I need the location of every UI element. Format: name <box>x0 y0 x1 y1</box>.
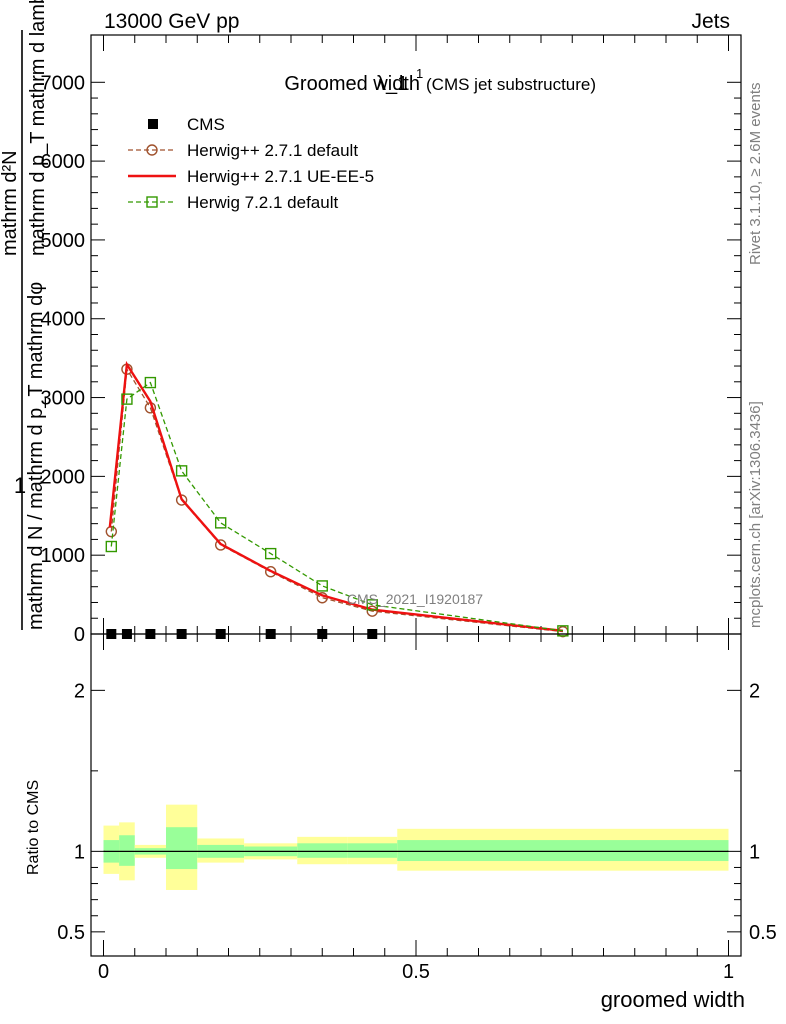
main-ytick-label-6: 6000 <box>41 151 86 173</box>
main-title: Groomed width <box>284 73 420 95</box>
ratio-ytick-label-left-1: 1 <box>74 841 85 863</box>
main-panel: 0 1000 2000 3000 4000 5000 6000 7000 CMS Herwig++… <box>41 34 742 646</box>
series-line-3 <box>110 381 563 632</box>
legend-marker-circle <box>146 144 158 156</box>
x-tick-label-0: 0 <box>98 961 109 983</box>
herwig7-marker-8 <box>557 625 569 637</box>
main-ytick-label-0: 0 <box>74 624 85 646</box>
herwig7-marker-6 <box>316 580 328 592</box>
ratio-band-inner-1 <box>119 835 135 866</box>
mcplots-label: mcplots.cern.ch [arXiv:1306.3436] <box>747 401 764 628</box>
herwig-default-marker-3 <box>175 494 188 506</box>
herwig7-marker-0 <box>105 540 118 553</box>
header-category: Jets <box>691 10 730 33</box>
ratio-frame <box>90 633 742 957</box>
main-ytick-label-2: 2000 <box>41 466 86 488</box>
herwig-default-marker-5 <box>264 566 277 578</box>
y-axis-label-denominator: mathrm d N / mathrm d p_T mathrm dφ <box>25 282 47 630</box>
herwig7-marker-5 <box>264 547 277 560</box>
ratio-ytick-label-left-2: 2 <box>74 680 85 702</box>
main-title-symbol: λ_1 <box>376 73 408 95</box>
main-ytick-label-7: 7000 <box>41 72 86 94</box>
legend-marker-cms <box>148 119 158 129</box>
x-tick-label-1: 0.5 <box>402 961 430 983</box>
ratio-ytick-label-right-2: 2 <box>749 680 760 702</box>
herwig-default-marker-4 <box>214 539 227 551</box>
ratio-band-inner-3 <box>166 827 198 870</box>
main-ytick-label-5: 5000 <box>41 230 86 252</box>
ratio-ytick-label-right-1: 1 <box>749 841 760 863</box>
main-title-sup: 1 <box>416 66 423 81</box>
herwig7-marker-4 <box>214 517 227 529</box>
main-subtitle: (CMS jet substructure) <box>426 75 596 94</box>
main-ytick-label-4: 4000 <box>41 309 86 331</box>
legend-marker-square <box>146 196 158 208</box>
series-line-1 <box>110 367 563 633</box>
y-axis-label-numerator-a: mathrm d²N <box>0 150 21 256</box>
y-axis-label-one: 1 <box>14 473 26 498</box>
ratio-panel: 0 0.5 1 0.5 0.5 1 1 2 2 <box>57 633 777 983</box>
analysis-watermark: CMS_2021_I1920187 <box>347 591 483 607</box>
legend-label-2: Herwig++ 2.7.1 UE-EE-5 <box>187 167 374 186</box>
herwig7-marker-3 <box>175 465 188 477</box>
ratio-band-inner-7 <box>347 843 398 858</box>
legend-label-0: CMS <box>187 115 225 134</box>
ratio-band-inner-6 <box>297 843 348 858</box>
main-ytick-label-3: 3000 <box>41 388 86 410</box>
legend-label-3: Herwig 7.2.1 default <box>187 193 338 212</box>
ratio-ytick-label-left-0: 0.5 <box>57 922 85 944</box>
header-process: 13000 GeV pp <box>104 10 239 33</box>
herwig7-marker-2 <box>144 376 157 389</box>
ratio-y-axis-label: Ratio to CMS <box>25 780 42 875</box>
rivet-version-label: Rivet 3.1.10, ≥ 2.6M events <box>747 83 764 266</box>
herwig7-marker-7 <box>366 599 378 611</box>
herwig7-marker-1 <box>121 393 133 405</box>
legend-label-1: Herwig++ 2.7.1 default <box>187 141 358 160</box>
series-line-2 <box>108 360 564 632</box>
y-axis-label-numerator-b: mathrm d p_T mathrm d lambda <box>27 0 49 256</box>
x-axis-label: groomed width <box>601 987 745 1012</box>
ratio-band-inner-8 <box>397 840 729 862</box>
x-tick-label-2: 1 <box>723 961 734 983</box>
main-ytick-label-1: 1000 <box>41 545 86 567</box>
herwig-default-marker-0 <box>105 525 118 538</box>
ratio-ytick-label-right-0: 0.5 <box>749 922 777 944</box>
